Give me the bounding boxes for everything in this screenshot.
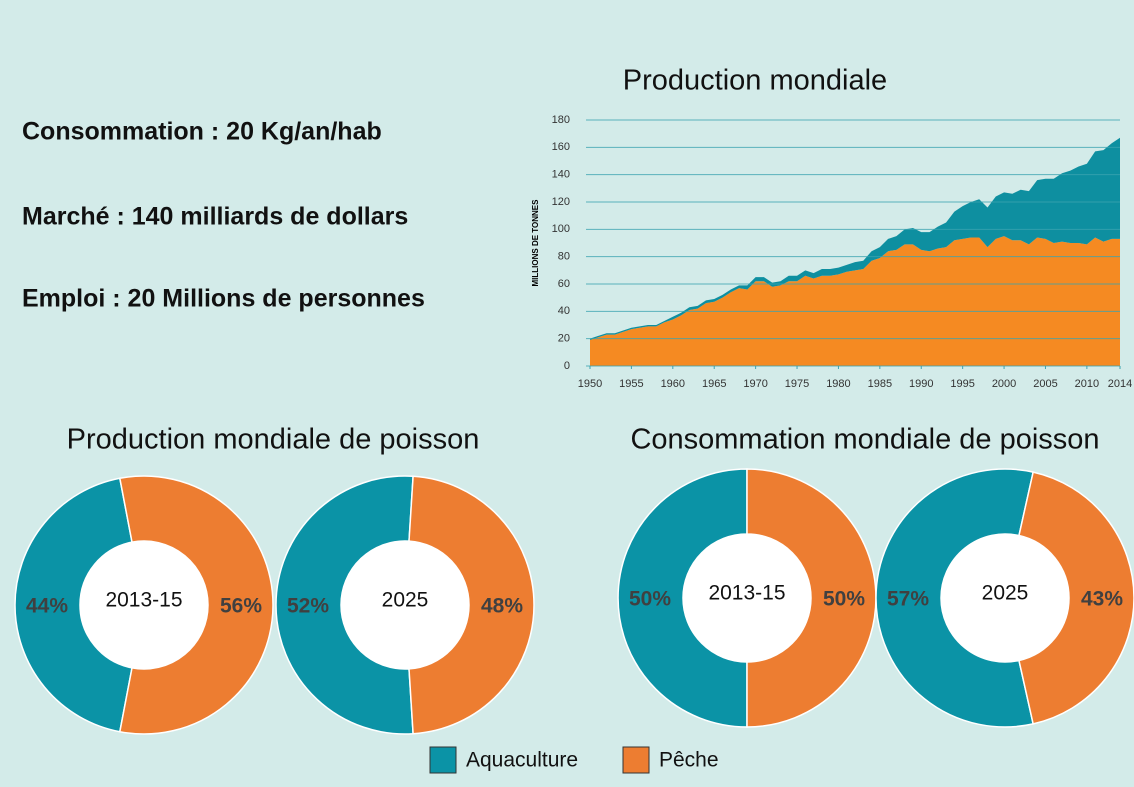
value-label: 56% bbox=[220, 595, 262, 618]
chart-title: Consommation mondiale de poisson bbox=[630, 424, 1099, 456]
y-tick-label: 100 bbox=[552, 223, 570, 235]
area bbox=[590, 137, 1120, 341]
legend-swatch bbox=[622, 746, 650, 774]
x-tick-label: 1995 bbox=[950, 378, 974, 390]
fact: Consommation : 20 Kg/an/hab bbox=[22, 118, 382, 146]
value-label: 43% bbox=[1081, 588, 1123, 611]
value-label: 50% bbox=[823, 588, 865, 611]
y-tick-label: 0 bbox=[564, 360, 570, 372]
value-label: 48% bbox=[481, 595, 523, 618]
y-tick-label: 40 bbox=[558, 305, 570, 317]
value-label: 57% bbox=[887, 588, 929, 611]
donut-hole bbox=[683, 534, 811, 662]
center-label: 2025 bbox=[382, 589, 429, 612]
x-tick-label: 1965 bbox=[702, 378, 726, 390]
center-label: 2025 bbox=[982, 582, 1029, 605]
y-tick-label: 140 bbox=[552, 169, 570, 181]
center-label: 2013-15 bbox=[708, 582, 785, 605]
fact: Emploi : 20 Millions de personnes bbox=[22, 285, 425, 313]
y-tick-label: 160 bbox=[552, 141, 570, 153]
value-label: 52% bbox=[287, 595, 329, 618]
x-tick-label: 1970 bbox=[743, 378, 767, 390]
y-axis-label: MILLIONS DE TONNES bbox=[531, 199, 540, 287]
chart-title: Production mondiale de poisson bbox=[67, 424, 480, 456]
y-tick-label: 60 bbox=[558, 278, 570, 290]
value-label: 50% bbox=[629, 588, 671, 611]
x-tick-label: 1990 bbox=[909, 378, 933, 390]
y-tick-label: 180 bbox=[552, 114, 570, 126]
center-label: 2013-15 bbox=[105, 589, 182, 612]
y-tick-label: 120 bbox=[552, 196, 570, 208]
x-tick-label: 1950 bbox=[578, 378, 602, 390]
donut-hole bbox=[941, 534, 1069, 662]
x-tick-label: 2005 bbox=[1033, 378, 1057, 390]
x-tick-label: 1975 bbox=[785, 378, 809, 390]
donut-hole bbox=[80, 541, 208, 669]
y-tick-label: 20 bbox=[558, 333, 570, 345]
chart-title: Production mondiale bbox=[623, 65, 887, 97]
x-tick-label: 1960 bbox=[661, 378, 685, 390]
fact: Marché : 140 milliards de dollars bbox=[22, 203, 408, 231]
x-tick-label: 2014 bbox=[1108, 378, 1132, 390]
x-tick-label: 1980 bbox=[826, 378, 850, 390]
legend-label: Aquaculture bbox=[466, 749, 578, 772]
legend-swatch bbox=[429, 746, 457, 774]
value-label: 44% bbox=[26, 595, 68, 618]
x-tick-label: 2010 bbox=[1075, 378, 1099, 390]
legend-label: Pêche bbox=[659, 749, 719, 772]
x-tick-label: 2000 bbox=[992, 378, 1016, 390]
area bbox=[590, 236, 1120, 366]
x-tick-label: 1985 bbox=[868, 378, 892, 390]
x-tick-label: 1955 bbox=[619, 378, 643, 390]
y-tick-label: 80 bbox=[558, 251, 570, 263]
donut-hole bbox=[341, 541, 469, 669]
